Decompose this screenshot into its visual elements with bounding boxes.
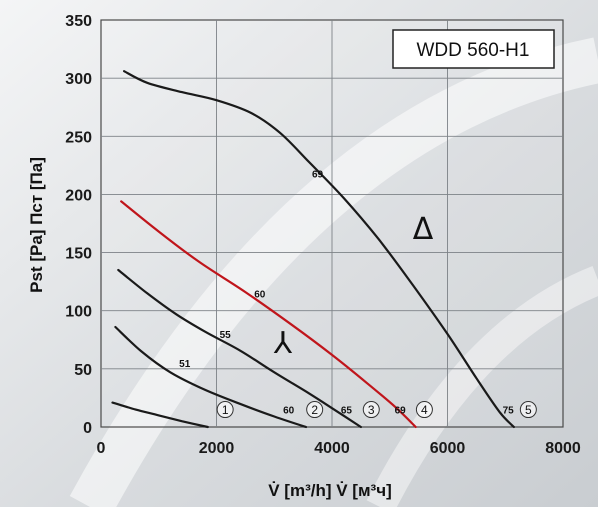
x-tick-label: 0 [97,440,106,457]
x-tick-label: 4000 [314,440,350,457]
curve-3-marker [362,401,380,419]
y-tick-label: 100 [65,304,92,321]
star-connection-symbol: ⅄ [274,326,293,361]
curve-5-marker-number: 5 [525,403,532,417]
curve-2 [114,325,308,429]
title-badge [392,29,555,69]
y-tick-label: 350 [65,13,92,30]
curve-3-label: 55 [220,330,232,341]
y-tick-label: 250 [65,129,92,146]
curve-3 [117,268,362,429]
curve-2-marker-number: 2 [311,403,318,417]
curve-2-label: 51 [179,359,191,370]
x-tick-label: 6000 [430,440,466,457]
x-tick-label: 8000 [545,440,581,457]
curve-4-marker [415,401,433,419]
curve-3-marker-number: 3 [368,403,375,417]
curve-2-marker [306,401,324,419]
grid-lines [101,20,563,427]
chart-title: WDD 560-H1 [417,40,530,61]
decorative-swoosh-2 [366,266,598,507]
curve-5-marker [519,401,537,419]
curve-4-label: 60 [254,289,266,300]
curve-1-marker [216,401,234,419]
curve-4-marker-number: 4 [421,403,428,417]
y-tick-label: 200 [65,187,92,204]
curve-1-marker-number: 1 [222,403,229,417]
x-tick-labels: 0 2000 4000 6000 8000 [97,440,581,457]
curve-5-label: 69 [312,169,324,180]
y-tick-label: 150 [65,246,92,263]
curve-labels: 51 60 55 65 60 69 69 75 [179,169,514,416]
curve-3-label: 65 [341,406,353,417]
x-tick-label: 2000 [199,440,235,457]
curve-5 [123,70,515,429]
curve-4 [120,200,417,429]
curve-1 [111,401,209,429]
decorative-swoosh [69,37,598,507]
curve-end-markers: 1 2 3 4 5 [216,401,537,419]
y-axis-label: Pst [Pa] Пст [Па] [27,157,46,293]
curve-5-label: 75 [503,406,515,417]
delta-connection-symbol: Δ [413,212,434,247]
y-tick-label: 50 [74,362,92,379]
curve-2-label: 60 [283,406,295,417]
x-axis-label: V̇ [m³/h] V̇ [м³ч] [268,481,391,500]
y-tick-labels: 0 50 100 150 200 250 300 350 [65,13,92,437]
curve-4-label: 69 [395,406,407,417]
y-tick-label: 0 [83,420,92,437]
performance-curves [111,70,515,429]
y-tick-label: 300 [65,71,92,88]
